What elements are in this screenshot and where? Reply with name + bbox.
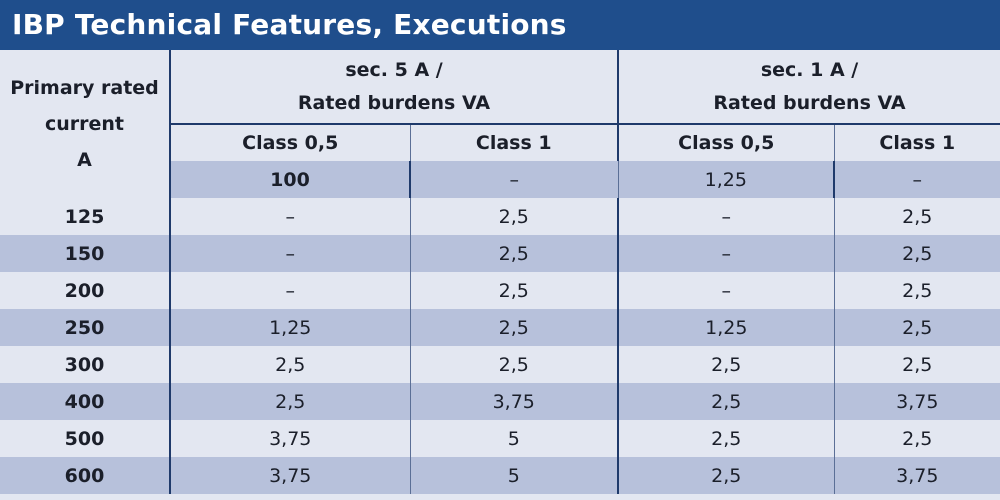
table-row: 400 2,5 3,75 2,5 3,75 <box>0 383 1000 420</box>
sec1-class1-cell: 2,5 <box>834 272 1000 309</box>
primary-current-cell: 250 <box>0 309 171 346</box>
sec5-label: sec. 5 A / <box>345 58 443 81</box>
primary-current-label-2: current <box>44 113 125 135</box>
primary-current-cell: 500 <box>0 420 171 457</box>
sec5-class05-cell: – <box>170 198 411 235</box>
sec5-class05-cell: 3,75 <box>170 457 411 494</box>
table-row: 150–2,5–2,5 <box>0 235 1000 272</box>
primary-current-cell: 150 <box>0 235 171 272</box>
sec5-class1-cell: 2,5 <box>410 198 620 235</box>
sec5-class1-cell: 5 <box>410 420 620 457</box>
primary-current-cell: 300 <box>0 346 171 383</box>
table-row: 600 3,75 5 2,5 3,75 <box>0 457 1000 494</box>
sec1-class05-header: Class 0,5 <box>618 124 835 161</box>
sec5-class1-cell: 3,75 <box>410 383 620 420</box>
sec1-class05-cell: 2,5 <box>618 346 835 383</box>
sec1-class05-cell: 1,25 <box>618 309 835 346</box>
table-row: 250 1,25 2,5 1,25 2,5 <box>0 309 1000 346</box>
sec1-class1-cell: 2,5 <box>834 198 1000 235</box>
sec5-class1-cell: 2,5 <box>410 346 620 383</box>
sec5-class05-cell: 3,75 <box>170 420 411 457</box>
sec5-class1-cell: 2,5 <box>410 235 620 272</box>
sec1-class05-cell: – <box>618 272 835 309</box>
sec1-class1-cell: 2,5 <box>834 346 1000 383</box>
primary-current-cell: 600 <box>0 457 171 494</box>
sec1-class05-cell: – <box>834 161 1000 198</box>
table-row: 300 2,5 2,5 2,5 2,5 <box>0 346 1000 383</box>
sec5-group-header: sec. 5 A / Rated burdens VA <box>170 50 620 125</box>
sec1-class1-header: Class 1 <box>834 124 1000 161</box>
sec5-class05-cell: – <box>170 235 411 272</box>
sec1-class1-cell: 3,75 <box>834 383 1000 420</box>
sec1-label: sec. 1 A / <box>760 58 859 81</box>
sec1-class1-cell: 2,5 <box>834 309 1000 346</box>
table-row: 200–2,5–2,5 <box>0 272 1000 309</box>
sec5-burden-label: Rated burdens VA <box>297 91 491 114</box>
table-row: 125–2,5–2,5 <box>0 198 1000 235</box>
sec5-class05-header: Class 0,5 <box>170 124 411 161</box>
sec1-class05-cell: – <box>618 198 835 235</box>
burden-table: Primary rated current A sec. 5 A / Rated… <box>0 50 1000 494</box>
table-row: 500 3,75 5 2,5 2,5 <box>0 420 1000 457</box>
primary-current-cell: 200 <box>0 272 171 309</box>
sec1-class05-cell: 2,5 <box>618 457 835 494</box>
header-row-groups: Primary rated current A sec. 5 A / Rated… <box>0 50 1000 198</box>
sec5-class1-cell: 5 <box>410 457 620 494</box>
sec5-class05-cell: 1,25 <box>170 309 411 346</box>
sec1-group-header: sec. 1 A / Rated burdens VA <box>618 50 1000 125</box>
sec5-class1-header: Class 1 <box>410 124 620 161</box>
sec5-class05-cell: – <box>170 272 411 309</box>
primary-current-cell: 125 <box>0 198 171 235</box>
sec5-class05-cell: – <box>410 161 619 198</box>
sec5-class1-cell: 2,5 <box>410 309 620 346</box>
primary-current-label-1: Primary rated <box>10 77 159 99</box>
sec5-class05-cell: 2,5 <box>170 346 411 383</box>
sec1-class1-cell: 2,5 <box>834 420 1000 457</box>
page-title: IBP Technical Features, Executions <box>0 0 1000 50</box>
sec5-class1-cell: 1,25 <box>618 161 836 198</box>
sec1-class05-cell: 2,5 <box>618 420 835 457</box>
sec5-class05-cell: 2,5 <box>170 383 411 420</box>
primary-current-cell: 400 <box>0 383 171 420</box>
primary-current-unit: A <box>77 149 92 171</box>
sec1-burden-label: Rated burdens VA <box>713 91 906 114</box>
primary-current-header: Primary rated current A <box>0 50 171 198</box>
sec1-class05-cell: – <box>618 235 835 272</box>
sec5-class1-cell: 2,5 <box>410 272 620 309</box>
table-row: 100–1,25–1,25 <box>0 161 1000 198</box>
sec1-class1-cell: 3,75 <box>834 457 1000 494</box>
header-row-classes: Class 0,5 Class 1 Class 0,5 Class 1 <box>0 124 1000 161</box>
sec1-class1-cell: 2,5 <box>834 235 1000 272</box>
sec1-class05-cell: 2,5 <box>618 383 835 420</box>
primary-current-cell: 100 <box>170 161 411 198</box>
